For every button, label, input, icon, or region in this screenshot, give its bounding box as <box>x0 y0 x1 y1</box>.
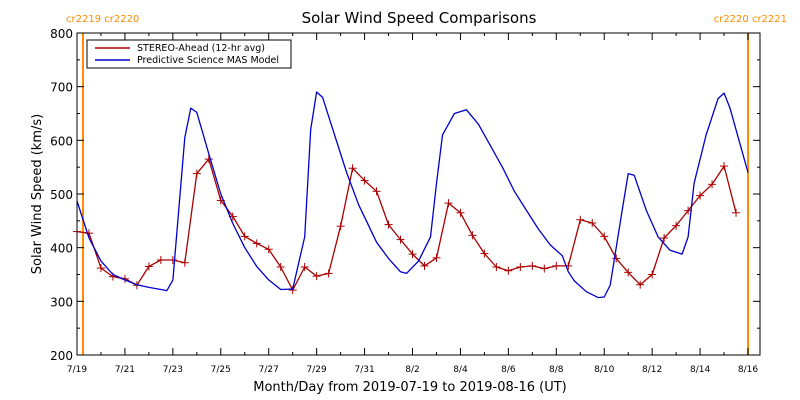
stereo-data-point <box>516 262 525 271</box>
stereo-data-point <box>732 208 741 217</box>
stereo-data-point <box>444 199 453 208</box>
stereo-data-point <box>576 215 585 224</box>
stereo-data-point <box>696 191 705 200</box>
stereo-data-point <box>528 261 537 270</box>
x-tick-label: 8/8 <box>549 365 564 375</box>
stereo-data-point <box>264 245 273 254</box>
x-tick-label: 7/25 <box>211 365 231 375</box>
y-tick-label: 200 <box>50 349 73 363</box>
stereo-data-point <box>372 187 381 196</box>
plot-frame <box>76 32 761 356</box>
legend-label-mas: Predictive Science MAS Model <box>137 55 279 66</box>
stereo-data-point <box>252 239 261 248</box>
stereo-data-point <box>180 258 189 267</box>
stereo-data-point <box>636 280 645 289</box>
stereo-data-point <box>708 180 717 189</box>
legend-box <box>86 39 292 69</box>
stereo-data-point <box>324 269 333 278</box>
y-tick-label: 800 <box>50 27 73 41</box>
x-tick-label: 8/2 <box>405 365 419 375</box>
legend: STEREO-Ahead (12-hr avg) Predictive Scie… <box>86 39 292 69</box>
x-tick-label: 8/16 <box>738 365 758 375</box>
stereo-data-point <box>588 218 597 227</box>
axis-layer: 200 300 400 500 600 700 800 7/19 7/21 7/23 7/25 7/2… <box>50 27 760 375</box>
stereo-data-point <box>624 268 633 277</box>
stereo-data-point <box>312 272 321 281</box>
carrington-marker-layer <box>81 33 750 355</box>
stereo-data-point <box>480 249 489 258</box>
x-tick-label: 8/4 <box>453 365 468 375</box>
y-tick-label: 600 <box>50 134 73 148</box>
stereo-data-point <box>156 256 165 265</box>
stereo-data-point <box>192 169 201 178</box>
x-tick-label: 7/27 <box>259 365 279 375</box>
stereo-data-point <box>492 262 501 271</box>
y-tick-label: 700 <box>50 81 73 95</box>
stereo-data-point <box>384 220 393 229</box>
y-tick-label: 400 <box>50 242 73 256</box>
stereo-data-point <box>420 261 429 270</box>
stereo-data-point <box>720 162 729 171</box>
x-tick-label: 8/10 <box>594 365 614 375</box>
stereo-data-point <box>468 231 477 240</box>
stereo-data-point <box>456 208 465 217</box>
x-tick-label: 7/21 <box>115 365 135 375</box>
stereo-data-point <box>672 221 681 230</box>
x-tick-label: 8/6 <box>501 365 516 375</box>
stereo-data-point <box>540 264 549 273</box>
stereo-data-point <box>432 253 441 262</box>
stereo-data-point <box>612 254 621 263</box>
stereo-data-point <box>276 262 285 271</box>
series-line-mas <box>76 91 749 299</box>
stereo-data-point <box>552 261 561 270</box>
series-line-stereo <box>76 158 737 291</box>
stereo-data-point <box>168 256 177 265</box>
stereo-data-point <box>660 234 669 243</box>
stereo-data-point <box>204 155 213 164</box>
y-tick-label: 500 <box>50 188 73 202</box>
x-tick-label: 8/14 <box>690 365 710 375</box>
stereo-data-point <box>348 164 357 173</box>
y-tick-label: 300 <box>50 295 73 309</box>
x-axis-label: Month/Day from 2019-07-19 to 2019-08-16 … <box>253 380 566 395</box>
stereo-data-point <box>396 235 405 244</box>
stereo-data-point <box>300 262 309 271</box>
x-tick-label: 7/31 <box>354 365 374 375</box>
x-tick-label: 7/23 <box>163 365 183 375</box>
stereo-data-point <box>600 232 609 241</box>
legend-label-stereo: STEREO-Ahead (12-hr avg) <box>137 43 265 54</box>
x-tick-label: 7/29 <box>307 365 327 375</box>
stereo-data-point <box>240 232 249 241</box>
x-tick-label: 7/19 <box>67 365 87 375</box>
carrington-label-left: cr2219 cr2220 <box>66 14 139 25</box>
series-layer <box>73 91 749 299</box>
stereo-data-point <box>648 270 657 279</box>
chart-title: Solar Wind Speed Comparisons <box>302 9 537 27</box>
stereo-data-point <box>360 176 369 185</box>
x-tick-label: 8/12 <box>642 365 662 375</box>
stereo-data-point <box>96 264 105 273</box>
carrington-label-right: cr2220 cr2221 <box>714 14 787 25</box>
stereo-data-point <box>408 250 417 259</box>
stereo-data-point <box>336 222 345 231</box>
stereo-data-point <box>504 266 513 275</box>
y-axis-label: Solar Wind Speed (km/s) <box>30 114 45 274</box>
stereo-data-point <box>144 262 153 271</box>
